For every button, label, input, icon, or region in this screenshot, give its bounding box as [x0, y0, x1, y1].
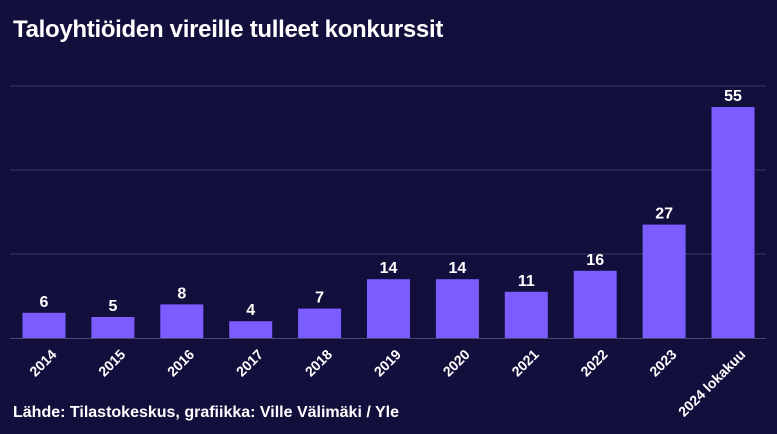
bar-2016 — [160, 304, 204, 338]
x-tick-label: 2015 — [95, 346, 128, 379]
bar-2022 — [573, 270, 617, 338]
x-tick-label: 2023 — [646, 346, 679, 379]
x-tick-label: 2016 — [164, 346, 197, 379]
bar-2015 — [91, 317, 135, 338]
bar-2014 — [22, 312, 66, 338]
value-label: 7 — [315, 290, 324, 307]
x-tick-label: 2024 lokakuu — [675, 346, 748, 419]
x-tick-label: 2017 — [233, 346, 266, 379]
bar-2021 — [504, 291, 548, 338]
bar-2017 — [229, 321, 273, 338]
x-tick-label: 2022 — [577, 346, 610, 379]
value-label: 5 — [108, 298, 117, 315]
value-label: 4 — [246, 302, 255, 319]
x-tick-label: 2019 — [371, 346, 404, 379]
x-tick-label: 2021 — [508, 346, 541, 379]
bar-2018 — [298, 308, 342, 338]
value-labels-layer: 6 5 8 4 7 14 14 11 16 27 55 — [40, 88, 742, 319]
value-label: 8 — [177, 285, 186, 302]
value-label: 55 — [724, 88, 742, 105]
chart-title: Taloyhtiöiden vireille tulleet konkurssi… — [13, 16, 444, 43]
bar-2024-lokakuu — [711, 107, 755, 338]
source-credit: Lähde: Tilastokeskus, grafiikka: Ville V… — [13, 404, 399, 421]
bar-2023 — [642, 224, 686, 338]
x-tick-label: 2014 — [26, 346, 59, 379]
value-label: 16 — [586, 252, 604, 269]
bar-2020 — [435, 279, 479, 338]
bars-layer — [22, 107, 755, 338]
value-label: 27 — [655, 206, 673, 223]
value-label: 14 — [380, 260, 398, 277]
value-label: 11 — [518, 273, 535, 290]
x-tick-label: 2020 — [440, 346, 473, 379]
value-label: 6 — [40, 294, 49, 311]
grid-layer — [10, 85, 766, 339]
bar-2019 — [367, 279, 410, 338]
value-label: 14 — [449, 260, 467, 277]
x-tick-label: 2018 — [302, 346, 335, 379]
